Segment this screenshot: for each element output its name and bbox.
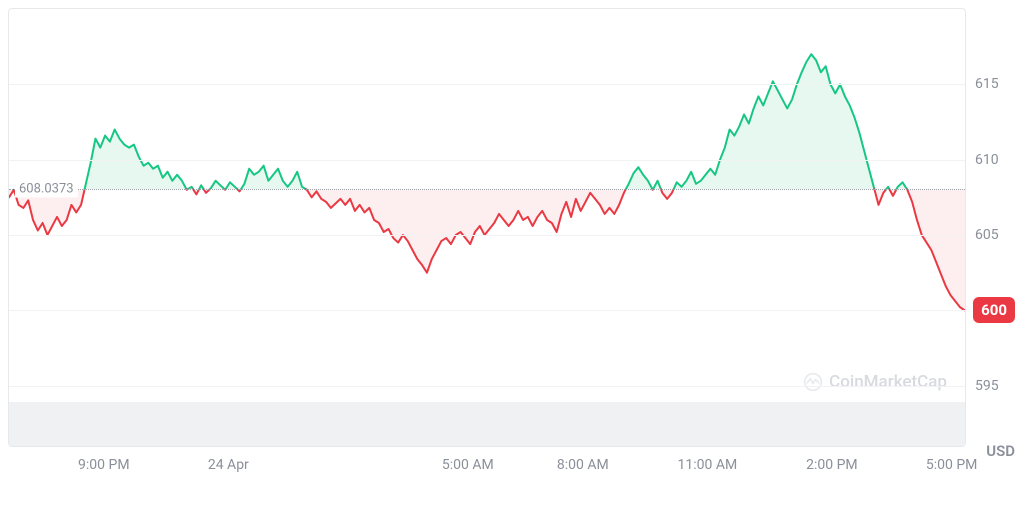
last-price-badge: 600 — [973, 297, 1015, 323]
y-tick-label: 605 — [975, 227, 1015, 243]
x-tick-label: 8:00 AM — [557, 457, 609, 473]
x-tick-label: 9:00 PM — [78, 457, 130, 473]
watermark-text: CoinMarketCap — [829, 372, 947, 392]
gridline — [9, 386, 965, 387]
watermark: CoinMarketCap — [803, 372, 947, 392]
x-tick-label: 11:00 AM — [677, 457, 737, 473]
y-tick-label: 595 — [975, 378, 1015, 394]
gridline — [9, 160, 965, 161]
currency-label: USD — [986, 442, 1015, 460]
gridline — [9, 310, 965, 311]
y-tick-label: 610 — [975, 152, 1015, 168]
baseline — [9, 189, 965, 190]
y-tick-label: 615 — [975, 76, 1015, 92]
x-tick-label: 2:00 PM — [806, 457, 858, 473]
baseline-label: 608.0373 — [15, 181, 78, 198]
x-tick-label: 5:00 AM — [442, 457, 494, 473]
gridline — [9, 84, 965, 85]
volume-band — [9, 402, 965, 446]
price-chart[interactable]: CoinMarketCap USD 595600605610615608.037… — [8, 8, 966, 447]
coinmarketcap-icon — [803, 372, 823, 392]
gridline — [9, 235, 965, 236]
x-tick-label: 24 Apr — [208, 457, 249, 473]
x-axis: 9:00 PM 24 Apr 5:00 AM 8:00 AM 11:00 AM 2:00 … — [8, 457, 966, 487]
x-tick-label: 5:00 PM — [926, 457, 978, 473]
